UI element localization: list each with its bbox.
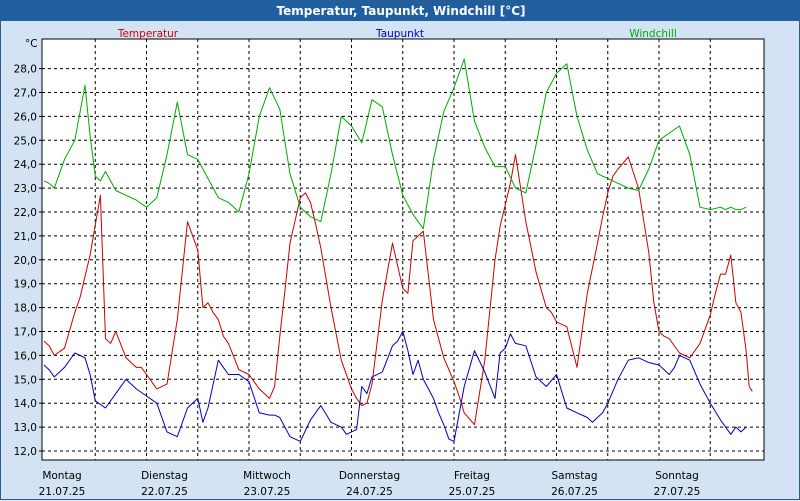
legend-entry-windchill: Windchill [629,28,677,40]
legend: Temperatur Taupunkt Windchill [117,28,677,40]
y-tick-label: 12,0 [14,446,37,458]
y-tick-label: 18,0 [14,303,37,315]
series-line-windchill [43,58,747,230]
x-tick-label-date: 26.07.25 [551,486,598,498]
y-tick-label: 16,0 [14,350,37,362]
legend-entry-temperatur: Temperatur [117,28,179,40]
y-tick-label: 24,0 [14,159,37,171]
x-tick-label-date: 27.07.25 [654,486,701,498]
y-tick-label: 20,0 [14,255,37,267]
y-tick-label: 21,0 [14,231,37,243]
y-tick-label: 13,0 [14,422,37,434]
x-tick-label-weekday: Donnerstag [339,470,400,482]
y-tick-label: 19,0 [14,279,37,291]
series-line-taupunkt [43,331,747,442]
y-tick-label: 17,0 [14,327,37,339]
y-axis: 12,0 13,0 14,0 15,0 16,0 17,0 18,0 19,0 20,0 21,0… [14,38,42,458]
x-tick-label-weekday: Mittwoch [243,470,291,482]
y-tick-label: 27,0 [14,88,37,100]
x-tick-label-date: 24.07.25 [346,486,393,498]
x-tick-label-weekday: Sonntag [655,470,699,482]
x-tick-label-weekday: Montag [42,470,81,482]
y-tick-label: 25,0 [14,135,37,147]
chart-canvas: 12,0 13,0 14,0 15,0 16,0 17,0 18,0 19,0 20,0 21,0… [14,28,765,498]
y-tick-label: 23,0 [14,183,37,195]
legend-entry-taupunkt: Taupunkt [375,28,424,40]
series-lines [43,58,753,442]
chart-title: Temperatur, Taupunkt, Windchill [°C] [1,1,800,21]
x-tick-label-date: 25.07.25 [449,486,496,498]
x-tick-label-date: 23.07.25 [244,486,291,498]
x-tick-label-weekday: Dienstag [141,470,188,482]
y-axis-unit: °C [25,38,38,50]
grid [42,39,764,460]
x-tick-label-date: 21.07.25 [39,486,86,498]
x-tick-label-weekday: Freitag [454,470,490,482]
y-tick-label: 28,0 [14,64,37,76]
x-tick-label-date: 22.07.25 [141,486,188,498]
y-tick-label: 22,0 [14,207,37,219]
y-tick-label: 15,0 [14,374,37,386]
y-tick-label: 26,0 [14,111,37,123]
x-tick-label-weekday: Samstag [551,470,597,482]
series-line-temperatur [43,154,753,426]
y-tick-label: 14,0 [14,398,37,410]
x-axis: Montag 21.07.25 Dienstag 22.07.25 Mittwoch 23… [39,470,701,498]
